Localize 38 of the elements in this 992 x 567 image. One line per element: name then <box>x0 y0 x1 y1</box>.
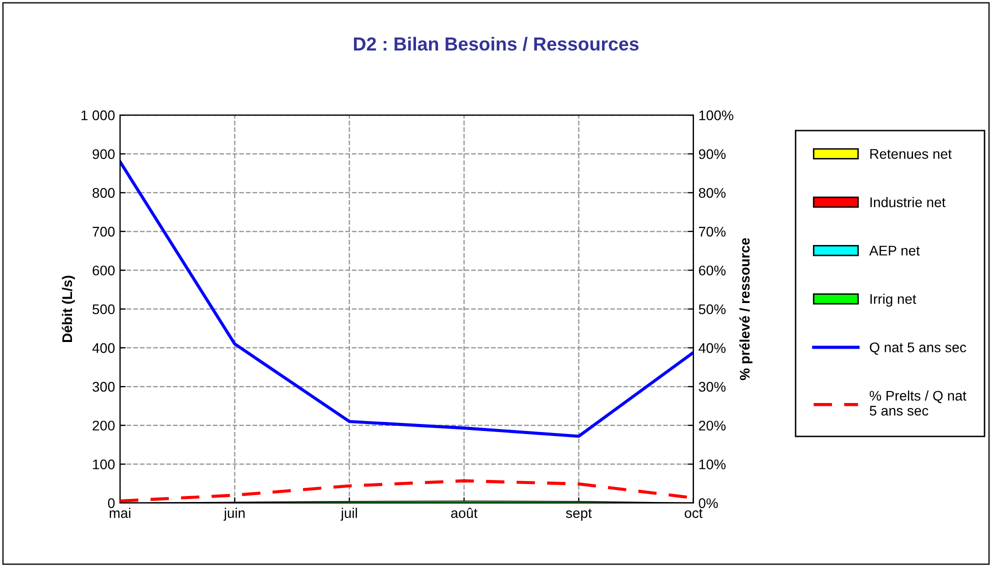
legend-label: % Prelts / Q nat 5 ans sec <box>870 390 966 416</box>
y2-tick-label: 70% <box>698 226 726 237</box>
y-tick-label: 700 <box>92 226 115 237</box>
y-tick-label: 400 <box>92 343 115 353</box>
y-tick-label: 0 <box>108 498 115 508</box>
y2-tick-label: 50% <box>698 304 726 314</box>
x-tick-label: juil <box>340 508 357 521</box>
y2-tick-label: 30% <box>698 382 726 392</box>
x-tick-label: oct <box>684 508 703 518</box>
x-tick-label: sept <box>566 508 592 521</box>
line-series <box>120 160 694 438</box>
y2-tick-label: 10% <box>699 459 726 470</box>
legend-label: Industrie net <box>870 197 946 208</box>
chart-title: D2 : Bilan Besoins / Ressources <box>354 36 639 51</box>
y-tick-label: 800 <box>92 188 115 198</box>
y-axis-title: Débit (L/s) <box>62 276 75 342</box>
y-tick-label: 1 000 <box>81 110 115 120</box>
y2-tick-label: 20% <box>698 420 726 431</box>
y-tick-label: 500 <box>92 304 115 314</box>
legend-label: Irrig net <box>870 294 916 307</box>
x-tick-label: mai <box>110 508 130 518</box>
y2-tick-label: 90% <box>698 149 726 160</box>
x-tick-label: août <box>451 508 478 518</box>
legend-label: Retenues net <box>870 149 952 159</box>
y-tick-label: 200 <box>92 420 115 431</box>
y-tick-label: 900 <box>92 149 115 160</box>
legend-label: AEP net <box>869 246 920 256</box>
y2-tick-label: 60% <box>698 266 726 276</box>
x-tick-label: juin <box>224 508 245 521</box>
y2-tick-label: 40% <box>698 343 726 353</box>
y-tick-label: 100 <box>93 459 115 470</box>
y2-tick-label: 100% <box>699 110 734 120</box>
y2-axis-title: % prélevé / ressource <box>739 238 752 380</box>
y2-tick-label: 0% <box>698 498 718 508</box>
y-tick-label: 300 <box>92 382 115 392</box>
legend-label: Q nat 5 ans sec <box>870 342 966 355</box>
y-tick-label: 600 <box>92 266 115 276</box>
y2-tick-label: 80% <box>698 188 726 198</box>
